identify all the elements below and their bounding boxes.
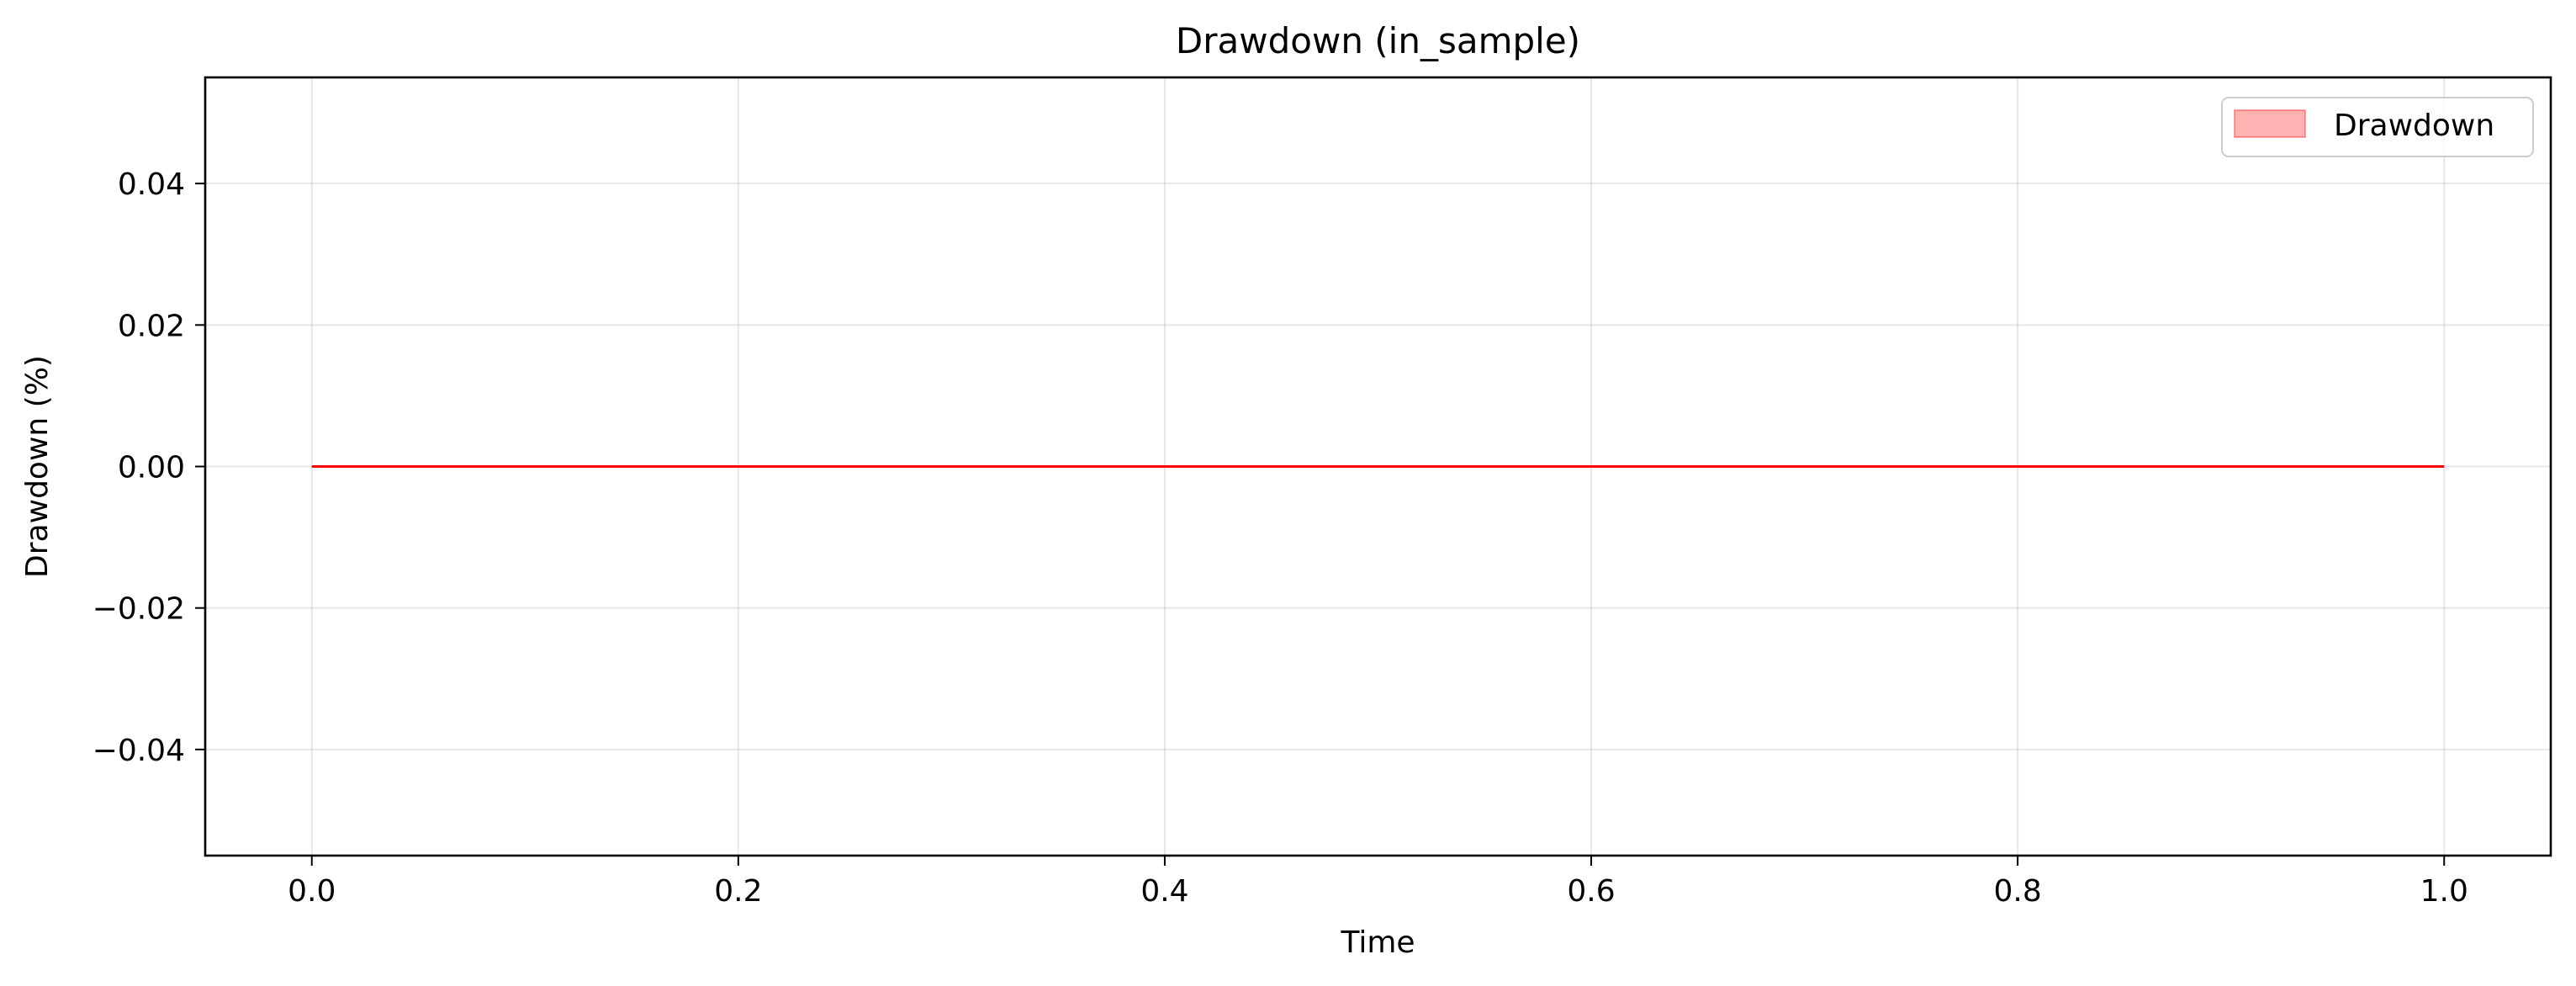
legend: Drawdown [2221, 97, 2534, 157]
y-axis-label: Drawdown (%) [20, 355, 55, 578]
y-tick-label: −0.04 [93, 734, 185, 768]
y-tick-label: 0.04 [118, 167, 185, 202]
legend-swatch-drawdown [2234, 109, 2306, 138]
chart-title: Drawdown (in_sample) [1176, 20, 1580, 61]
legend-box [2221, 97, 2534, 157]
x-tick-label: 0.6 [1567, 874, 1615, 909]
x-tick-label: 0.4 [1140, 874, 1188, 909]
x-axis-ticks: 0.0 0.2 0.4 0.6 0.8 1.0 [288, 856, 2468, 909]
y-tick-label: 0.02 [118, 309, 185, 343]
legend-label-drawdown: Drawdown [2334, 109, 2494, 143]
y-tick-label: 0.00 [118, 451, 185, 485]
y-axis-ticks: 0.04 0.02 0.00 −0.02 −0.04 [93, 167, 205, 768]
x-tick-label: 1.0 [2420, 874, 2468, 909]
x-tick-label: 0.0 [288, 874, 336, 909]
y-tick-label: −0.02 [93, 592, 185, 627]
x-tick-label: 0.2 [714, 874, 762, 909]
x-tick-label: 0.8 [1994, 874, 2042, 909]
x-axis-label: Time [1340, 925, 1415, 960]
